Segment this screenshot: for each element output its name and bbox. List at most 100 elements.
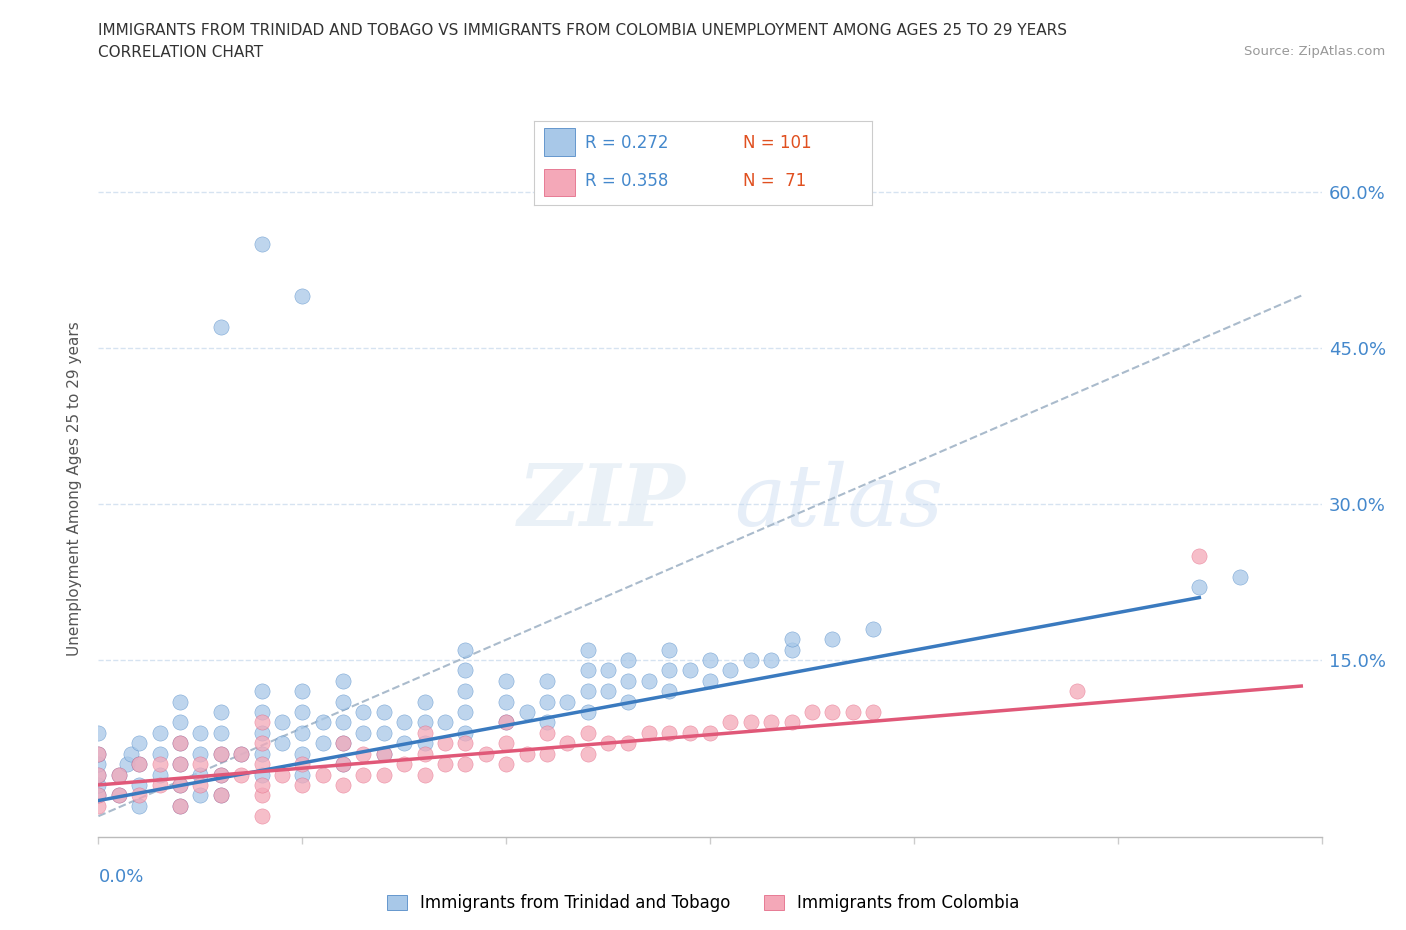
Point xyxy=(801,705,824,720)
Point xyxy=(536,715,558,730)
Point xyxy=(149,767,172,782)
Point xyxy=(291,757,314,772)
Point xyxy=(128,798,150,813)
Point xyxy=(862,705,884,720)
Point xyxy=(291,746,314,761)
Point xyxy=(115,757,138,772)
Text: N =  71: N = 71 xyxy=(744,172,807,190)
Point xyxy=(658,684,681,698)
Point xyxy=(250,684,273,698)
Point xyxy=(1066,684,1088,698)
Point xyxy=(128,788,150,803)
Point xyxy=(250,809,273,824)
Point xyxy=(250,705,273,720)
Point xyxy=(413,694,436,709)
Point xyxy=(332,736,354,751)
Point xyxy=(291,767,314,782)
Point xyxy=(169,694,191,709)
Text: 0.0%: 0.0% xyxy=(98,869,143,886)
Point xyxy=(598,663,620,678)
Point xyxy=(495,736,517,751)
Point xyxy=(128,736,150,751)
Point xyxy=(720,715,742,730)
Point xyxy=(209,725,232,740)
Point xyxy=(1188,549,1211,564)
Text: R = 0.358: R = 0.358 xyxy=(585,172,668,190)
Point xyxy=(434,736,457,751)
Point xyxy=(454,736,477,751)
Point xyxy=(720,663,742,678)
Point xyxy=(169,715,191,730)
Point xyxy=(780,643,803,658)
Bar xyxy=(544,128,575,156)
Point xyxy=(1188,579,1211,594)
Point xyxy=(270,767,294,782)
Point xyxy=(332,757,354,772)
Point xyxy=(87,777,110,792)
Point xyxy=(250,767,273,782)
Point xyxy=(576,705,599,720)
Point xyxy=(373,746,395,761)
Point xyxy=(617,653,640,668)
Point xyxy=(209,746,232,761)
Point xyxy=(679,663,702,678)
Point xyxy=(495,715,517,730)
Point xyxy=(454,705,477,720)
Point xyxy=(250,746,273,761)
Point xyxy=(495,673,517,688)
Text: IMMIGRANTS FROM TRINIDAD AND TOBAGO VS IMMIGRANTS FROM COLOMBIA UNEMPLOYMENT AMO: IMMIGRANTS FROM TRINIDAD AND TOBAGO VS I… xyxy=(98,23,1067,38)
Point xyxy=(169,798,191,813)
Point xyxy=(557,694,579,709)
Point xyxy=(312,736,335,751)
Point xyxy=(188,757,212,772)
Point xyxy=(332,673,354,688)
Point xyxy=(231,746,253,761)
Point xyxy=(576,663,599,678)
Point xyxy=(291,777,314,792)
Point xyxy=(291,288,314,303)
Point xyxy=(149,757,172,772)
Point xyxy=(454,725,477,740)
Point xyxy=(149,725,172,740)
Point xyxy=(270,715,294,730)
Point xyxy=(536,673,558,688)
Point xyxy=(516,705,538,720)
Point xyxy=(679,725,702,740)
Point xyxy=(617,694,640,709)
Point xyxy=(250,715,273,730)
Point xyxy=(332,736,354,751)
Point xyxy=(270,736,294,751)
Point xyxy=(250,757,273,772)
Point xyxy=(169,798,191,813)
Point xyxy=(821,705,844,720)
Point xyxy=(841,705,863,720)
Point xyxy=(373,746,395,761)
Point xyxy=(658,725,681,740)
Text: Source: ZipAtlas.com: Source: ZipAtlas.com xyxy=(1244,45,1385,58)
Point xyxy=(536,746,558,761)
Point xyxy=(352,705,374,720)
Point xyxy=(780,631,803,646)
Point xyxy=(761,653,783,668)
Point xyxy=(250,736,273,751)
Point xyxy=(699,725,721,740)
Point xyxy=(413,725,436,740)
Point xyxy=(454,643,477,658)
Point xyxy=(87,767,110,782)
Point xyxy=(352,725,374,740)
Point xyxy=(188,777,212,792)
Point xyxy=(291,705,314,720)
Point xyxy=(761,715,783,730)
Point xyxy=(120,746,142,761)
Point xyxy=(128,757,150,772)
Point xyxy=(169,757,191,772)
Point xyxy=(108,767,131,782)
Point xyxy=(392,736,416,751)
Point xyxy=(495,715,517,730)
Point xyxy=(128,757,150,772)
Point xyxy=(188,788,212,803)
Point xyxy=(188,746,212,761)
Point xyxy=(169,757,191,772)
Point xyxy=(149,746,172,761)
Point xyxy=(250,777,273,792)
